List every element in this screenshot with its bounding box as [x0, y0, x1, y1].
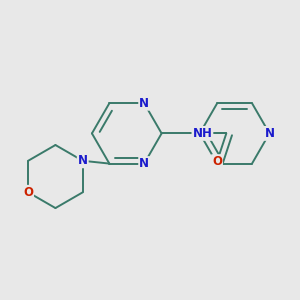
Text: N: N — [78, 154, 88, 167]
Text: O: O — [212, 155, 222, 168]
Text: N: N — [264, 127, 274, 140]
Text: N: N — [139, 157, 149, 170]
Text: O: O — [23, 186, 33, 199]
Text: NH: NH — [193, 127, 212, 140]
Text: N: N — [139, 97, 149, 110]
